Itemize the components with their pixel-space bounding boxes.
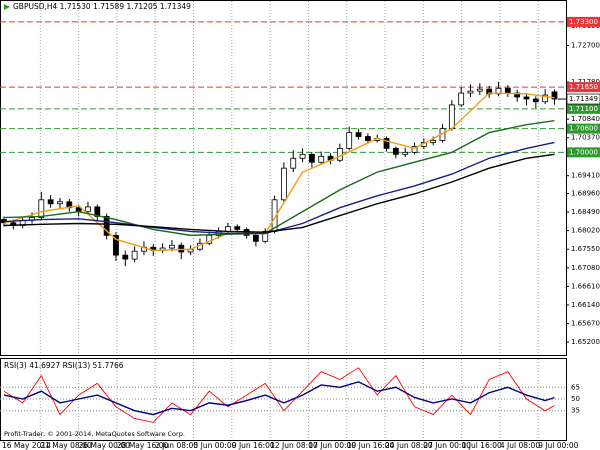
x-tick-label: 21 May 08:00 — [40, 441, 92, 450]
candle-body — [448, 104, 455, 130]
main-frame — [0, 0, 567, 356]
candle-body — [47, 199, 54, 205]
symbol-icon — [4, 4, 10, 10]
candle-body — [402, 151, 409, 155]
y-tick-label: 50 — [571, 395, 580, 403]
rsi-frame — [0, 358, 567, 441]
x-tick-label: 28 May 16:00 — [117, 441, 169, 450]
x-tick-label: 4 Jul 08:00 — [500, 441, 540, 450]
y-tick-label: 1.65670 — [571, 320, 600, 328]
level-label: 1.70600 — [569, 125, 598, 133]
level-label: 1.73300 — [569, 18, 598, 26]
candle-body — [290, 157, 297, 169]
candle-body — [504, 87, 511, 94]
level-box — [567, 147, 600, 158]
level-label: 1.70000 — [569, 148, 598, 156]
candle-body — [169, 244, 175, 249]
x-tick-label: 26 May 00:00 — [79, 441, 131, 450]
x-tick-label: 9 Jun 16:00 — [232, 441, 275, 450]
x-tick-label: 2 Jun 08:00 — [155, 441, 198, 450]
candle-body — [234, 226, 241, 230]
candle-body — [122, 254, 129, 260]
candle-body — [178, 244, 185, 253]
x-tick-label: 1 Jul 16:00 — [462, 441, 502, 450]
level-box — [567, 82, 600, 93]
y-tick-label: 1.70370 — [571, 134, 600, 142]
candle-body — [364, 136, 371, 141]
y-tick-label: 1.67080 — [571, 264, 600, 272]
candle-body — [430, 140, 437, 143]
candle-body — [38, 199, 45, 218]
candle-body — [94, 206, 101, 217]
rsi-line — [3, 367, 555, 423]
candle-body — [346, 132, 353, 149]
current-price-box — [566, 93, 600, 105]
candle-body — [336, 147, 343, 161]
x-tick-label: 17 Jun 00:00 — [308, 441, 356, 450]
candle-body — [103, 215, 110, 236]
y-tick-label: 1.65200 — [571, 338, 600, 346]
candle-body — [131, 250, 138, 260]
candle-body — [57, 201, 63, 205]
x-tick-label: 5 Jun 00:00 — [194, 441, 237, 450]
candle-body — [280, 167, 287, 201]
current-price-label: 1.71349 — [569, 95, 598, 103]
x-tick-label: 16 May 2014 — [2, 441, 51, 450]
y-tick-label: 35 — [571, 407, 580, 415]
level-box — [567, 123, 600, 134]
y-tick-label: 1.69410 — [571, 172, 600, 180]
level-box — [567, 16, 600, 27]
candle-body — [467, 90, 474, 94]
candle-body — [523, 96, 530, 100]
moving-average — [3, 120, 555, 237]
candle-body — [411, 146, 418, 153]
moving-average — [3, 92, 555, 252]
candle-body — [113, 234, 119, 256]
level-box — [567, 103, 600, 114]
candle-body — [476, 88, 483, 92]
candle-body — [308, 153, 315, 163]
indicator-title: RSI(3) 41.6927 RSI(13) 51.7766 — [4, 361, 124, 370]
y-tick-label: 1.72700 — [571, 42, 600, 50]
candle-body — [458, 92, 465, 106]
candle-body — [392, 147, 399, 155]
y-tick-label: 1.66610 — [571, 282, 600, 290]
level-label: 1.71650 — [569, 83, 598, 91]
y-tick-label: 1.66140 — [571, 301, 600, 309]
level-label: 1.71100 — [569, 105, 598, 113]
candle-body — [383, 138, 390, 149]
footer: Profit-Trader, © 2001-2014, MetaQuotes S… — [4, 430, 185, 438]
candle-body — [542, 94, 549, 103]
candle-body — [318, 155, 325, 163]
moving-average — [3, 153, 555, 233]
x-tick-label: 12 Jun 08:00 — [270, 441, 318, 450]
x-tick-label: 9 Jul 00:00 — [538, 441, 578, 450]
x-tick-label: 27 Jun 00:00 — [423, 441, 471, 450]
y-tick-label: 1.67550 — [571, 245, 600, 253]
candle-body — [532, 98, 539, 103]
candle-body — [262, 231, 269, 242]
y-tick-label: 1.71780 — [571, 78, 600, 86]
y-tick-label: 65 — [571, 383, 580, 391]
candle-body — [551, 91, 558, 100]
moving-average — [3, 141, 555, 235]
chart-title: GBPUSD,H4 1.71530 1.71589 1.71205 1.7134… — [13, 2, 191, 11]
y-tick-label: 1.68960 — [571, 189, 600, 197]
rsi-line — [3, 381, 555, 416]
candle-body — [299, 153, 306, 159]
x-tick-label: 24 Jun 08:00 — [385, 441, 433, 450]
y-tick-label: 1.70840 — [571, 115, 600, 123]
candle-body — [355, 132, 362, 137]
y-tick-label: 1.68020 — [571, 227, 600, 235]
candle-body — [85, 206, 91, 213]
candle-body — [253, 234, 259, 242]
y-tick-label: 1.68490 — [571, 208, 600, 216]
x-tick-label: 19 Jun 16:00 — [347, 441, 395, 450]
